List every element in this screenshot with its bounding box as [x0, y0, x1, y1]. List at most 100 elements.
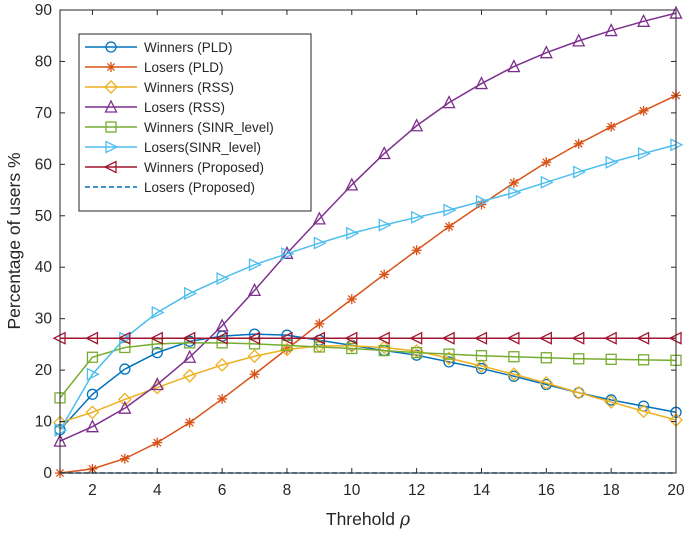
legend-label: Winners (Proposed) [144, 160, 264, 175]
legend-label: Winners (PLD) [144, 40, 233, 55]
y-tick-label: 70 [35, 105, 53, 122]
data-point [346, 226, 360, 240]
legend-marker [105, 121, 117, 133]
data-point [216, 271, 230, 286]
y-tick-label: 0 [43, 465, 52, 482]
x-tick-label: 20 [667, 482, 685, 499]
data-point [311, 331, 326, 345]
legend-label: Losers (PLD) [144, 60, 224, 75]
data-point [475, 194, 489, 208]
data-point [249, 369, 260, 380]
data-point [151, 305, 165, 320]
legend-entry: Winners (RSS) [85, 80, 234, 95]
legend-entry: Losers (Proposed) [85, 180, 255, 195]
data-point [443, 356, 455, 368]
data-point [215, 318, 229, 332]
x-axis: 2 4 6 8 10 12 14 16 18 20 [88, 10, 685, 499]
data-point [280, 342, 294, 357]
legend-box [78, 33, 312, 212]
legend-entry: Losers (PLD) [85, 60, 224, 75]
data-point [637, 146, 652, 161]
data-point [604, 395, 619, 409]
y-axis: 0 10 20 30 40 50 60 70 80 90 [35, 2, 676, 482]
legend-entry: Winners (PLD) [85, 40, 233, 55]
y-tick-label: 40 [35, 259, 53, 276]
data-point [571, 331, 585, 345]
data-point [182, 331, 196, 345]
x-tick-label: 8 [283, 482, 292, 499]
data-point [508, 177, 519, 188]
data-point [247, 282, 262, 297]
data-point [508, 351, 520, 363]
data-point [409, 331, 423, 345]
x-tick-label: 14 [473, 482, 491, 499]
data-point [539, 45, 553, 59]
series-line [59, 12, 677, 442]
legend-marker [104, 99, 118, 113]
x-tick-label: 18 [603, 482, 620, 499]
data-point [508, 186, 522, 200]
data-point [410, 210, 425, 224]
data-point [182, 368, 197, 383]
series-layer [52, 5, 684, 478]
data-point [151, 346, 163, 359]
y-axis-title: Percentage of users % [4, 152, 24, 329]
series-line [59, 345, 677, 424]
x-tick-label: 12 [408, 482, 425, 499]
data-point [573, 353, 585, 365]
data-point [475, 362, 488, 375]
data-point [605, 155, 619, 169]
data-point [85, 405, 100, 420]
y-tick-label: 50 [35, 208, 53, 225]
data-point [217, 393, 228, 404]
data-point [119, 341, 131, 354]
legend-marker [104, 80, 118, 94]
data-point [474, 331, 488, 345]
data-point [506, 331, 520, 345]
data-point [344, 331, 358, 345]
data-point [378, 344, 390, 357]
data-point [376, 331, 390, 345]
data-point [540, 175, 554, 189]
y-tick-label: 60 [35, 156, 53, 173]
legend-marker [105, 41, 117, 53]
data-point [281, 339, 293, 352]
legend-marker [106, 62, 116, 72]
data-point [636, 404, 651, 419]
data-point [346, 294, 357, 305]
data-point [638, 105, 649, 116]
data-point [279, 331, 293, 345]
y-tick-label: 80 [35, 53, 53, 70]
y-tick-label: 90 [35, 2, 53, 19]
x-tick-label: 6 [218, 482, 227, 499]
x-axis-title-symbol: ρ [399, 510, 411, 530]
plot-frame [59, 9, 677, 474]
data-point [507, 59, 521, 73]
data-point [119, 363, 131, 375]
data-point [606, 121, 617, 132]
data-point [215, 358, 230, 372]
data-point [474, 359, 489, 373]
data-point [378, 218, 392, 232]
data-point [474, 76, 489, 90]
data-point [152, 437, 163, 448]
data-point [184, 417, 195, 428]
data-point [573, 138, 584, 149]
data-point [573, 387, 585, 399]
data-point [118, 400, 132, 414]
legend-entry: Winners (Proposed) [85, 160, 264, 175]
data-point [603, 331, 617, 345]
data-point [117, 392, 132, 407]
data-point [86, 388, 99, 400]
data-point [538, 331, 552, 345]
data-point [149, 331, 163, 345]
data-point [377, 146, 391, 160]
data-point [571, 385, 586, 400]
data-point [150, 377, 164, 391]
legend-marker [103, 160, 117, 174]
x-tick-label: 16 [538, 482, 555, 499]
legend-entry: Losers (RSS) [85, 99, 225, 115]
data-point [539, 376, 554, 390]
x-tick-label: 2 [88, 482, 97, 499]
